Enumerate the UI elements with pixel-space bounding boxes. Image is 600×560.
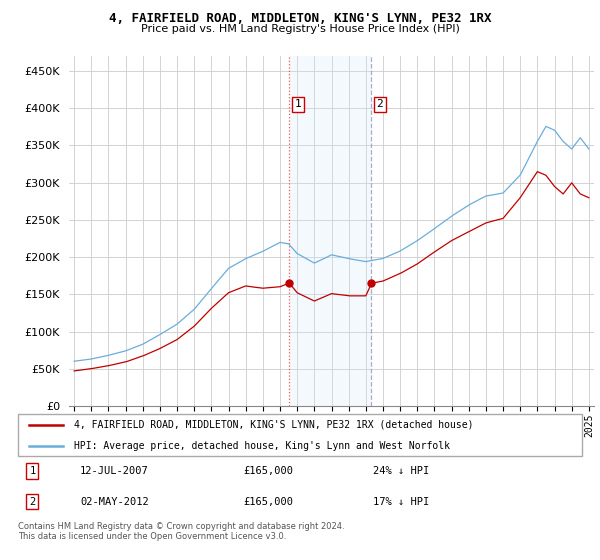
Text: 2: 2 [29, 497, 35, 507]
Text: 17% ↓ HPI: 17% ↓ HPI [373, 497, 430, 507]
FancyBboxPatch shape [18, 414, 582, 456]
Text: 4, FAIRFIELD ROAD, MIDDLETON, KING'S LYNN, PE32 1RX (detached house): 4, FAIRFIELD ROAD, MIDDLETON, KING'S LYN… [74, 420, 474, 430]
Text: £165,000: £165,000 [244, 497, 293, 507]
Bar [289, 56, 371, 406]
Text: 4, FAIRFIELD ROAD, MIDDLETON, KING'S LYNN, PE32 1RX: 4, FAIRFIELD ROAD, MIDDLETON, KING'S LYN… [109, 12, 491, 25]
Text: HPI: Average price, detached house, King's Lynn and West Norfolk: HPI: Average price, detached house, King… [74, 441, 451, 451]
Text: 24% ↓ HPI: 24% ↓ HPI [373, 466, 430, 476]
Text: 2: 2 [377, 100, 383, 109]
Text: £165,000: £165,000 [244, 466, 293, 476]
Text: 1: 1 [295, 100, 301, 109]
Text: 02-MAY-2012: 02-MAY-2012 [80, 497, 149, 507]
Text: 1: 1 [29, 466, 35, 476]
Text: 12-JUL-2007: 12-JUL-2007 [80, 466, 149, 476]
Text: Price paid vs. HM Land Registry's House Price Index (HPI): Price paid vs. HM Land Registry's House … [140, 24, 460, 34]
Text: Contains HM Land Registry data © Crown copyright and database right 2024.
This d: Contains HM Land Registry data © Crown c… [18, 522, 344, 542]
